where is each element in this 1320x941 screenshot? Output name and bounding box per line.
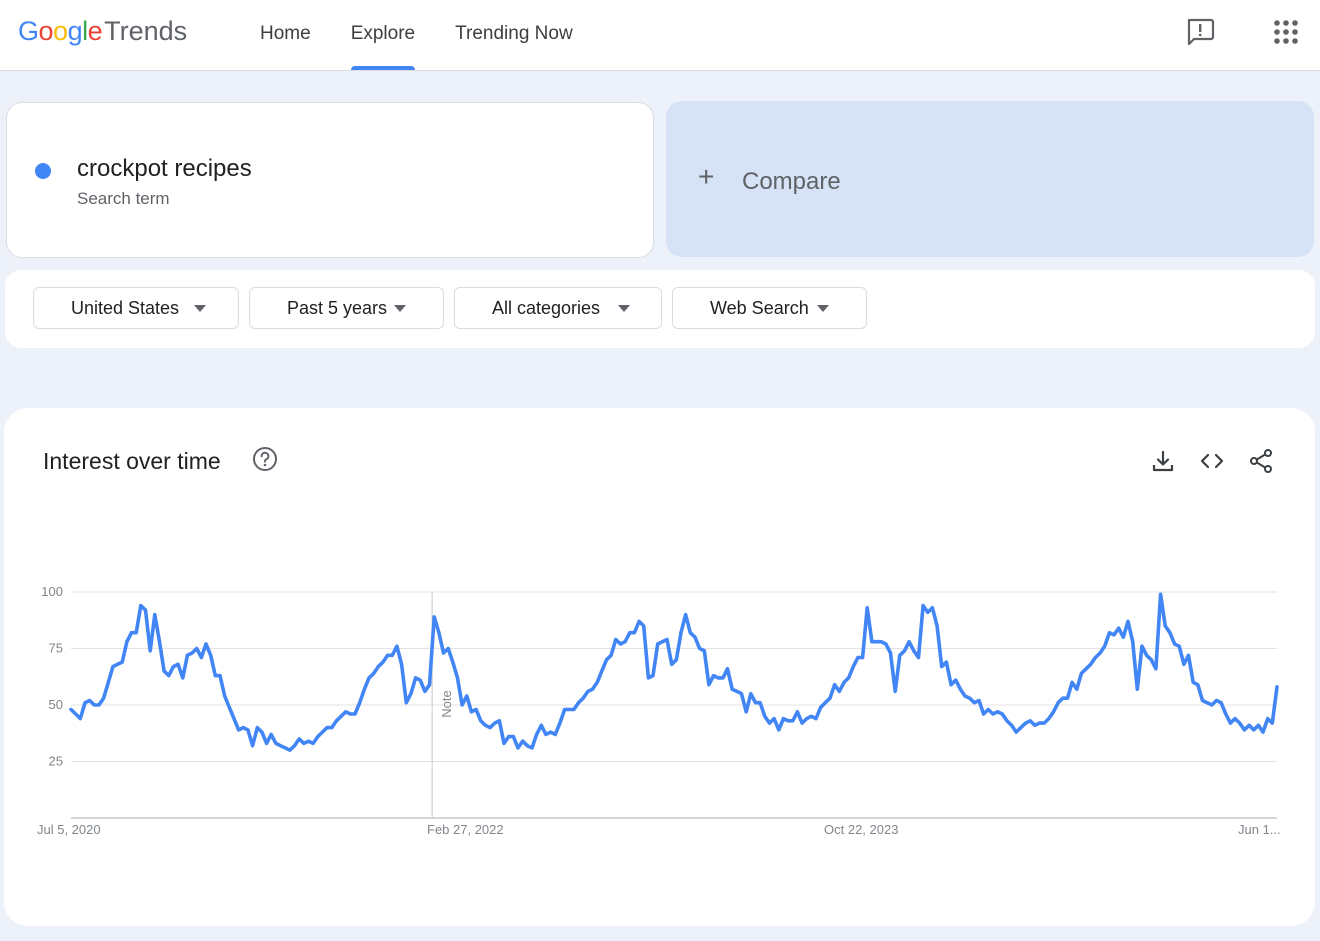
- share-icon[interactable]: [1248, 448, 1274, 474]
- y-tick-label: 100: [41, 584, 63, 599]
- x-tick-label: Oct 22, 2023: [824, 822, 898, 837]
- caret-down-icon: [618, 305, 630, 312]
- filter-region[interactable]: United States: [33, 287, 239, 329]
- search-term-type: Search term: [77, 189, 170, 208]
- x-tick-label: Feb 27, 2022: [427, 822, 504, 837]
- filter-category-label: All categories: [492, 298, 601, 318]
- main-nav: Home Explore Trending Now: [240, 0, 593, 70]
- compare-button[interactable]: + Compare: [666, 101, 1314, 257]
- nav-explore-label: Explore: [350, 23, 416, 44]
- google-trends-logo[interactable]: Google Trends: [18, 16, 187, 52]
- top-bar: Google Trends Home Explore Trending Now: [0, 0, 1320, 71]
- logo-letter: g: [67, 16, 83, 46]
- interest-over-time-card: Interest over time 25 50 75 100 Jul 5, 2020 F…: [4, 408, 1315, 926]
- logo-letter: l: [82, 16, 88, 46]
- logo-letter: o: [38, 16, 54, 46]
- help-icon[interactable]: [252, 446, 278, 472]
- caret-down-icon: [394, 305, 406, 312]
- search-term-name[interactable]: crockpot recipes: [77, 155, 252, 182]
- series-line-crockpot-recipes: [69, 592, 1279, 752]
- term-color-dot: [35, 163, 51, 179]
- nav-trending-now[interactable]: Trending Now: [435, 0, 593, 70]
- logo-google: Google: [18, 16, 103, 47]
- feedback-icon[interactable]: [1184, 16, 1216, 48]
- y-tick-label: 25: [49, 754, 63, 769]
- filter-time-range[interactable]: Past 5 years: [249, 287, 444, 329]
- logo-trends: Trends: [104, 16, 188, 46]
- logo-letter: o: [53, 16, 68, 46]
- y-tick-label: 50: [49, 697, 63, 712]
- filter-search-type-label: Web Search: [710, 298, 809, 318]
- filter-category[interactable]: All categories: [454, 287, 662, 329]
- caret-down-icon: [817, 305, 829, 312]
- compare-label: Compare: [742, 168, 841, 195]
- interest-line-chart: 25 50 75 100 Jul 5, 2020 Feb 27, 2022 Oct 22, …: [37, 584, 1281, 837]
- download-icon[interactable]: [1150, 448, 1176, 474]
- x-tick-label: Jul 5, 2020: [37, 822, 101, 837]
- filter-search-type[interactable]: Web Search: [672, 287, 867, 329]
- filter-time-range-label: Past 5 years: [287, 298, 388, 318]
- chart-card-title: Interest over time: [43, 448, 221, 474]
- filter-bar: United States Past 5 years All categorie…: [5, 270, 1315, 348]
- search-term-card[interactable]: crockpot recipes Search term: [6, 102, 654, 258]
- y-tick-label: 75: [49, 641, 63, 656]
- x-tick-label: Jun 1...: [1238, 822, 1281, 837]
- caret-down-icon: [194, 305, 206, 312]
- embed-code-icon[interactable]: [1199, 448, 1225, 474]
- nav-home-label: Home: [260, 23, 311, 44]
- filter-region-label: United States: [71, 298, 180, 318]
- logo-letter: e: [87, 16, 103, 46]
- note-marker-label: Note: [439, 690, 454, 717]
- plus-icon: +: [698, 161, 715, 192]
- apps-grid-icon[interactable]: [1270, 16, 1302, 48]
- nav-trending-now-label: Trending Now: [455, 23, 573, 44]
- nav-explore[interactable]: Explore: [331, 0, 435, 70]
- nav-home[interactable]: Home: [240, 0, 331, 70]
- active-tab-indicator: [350, 66, 416, 70]
- logo-letter: G: [18, 16, 39, 46]
